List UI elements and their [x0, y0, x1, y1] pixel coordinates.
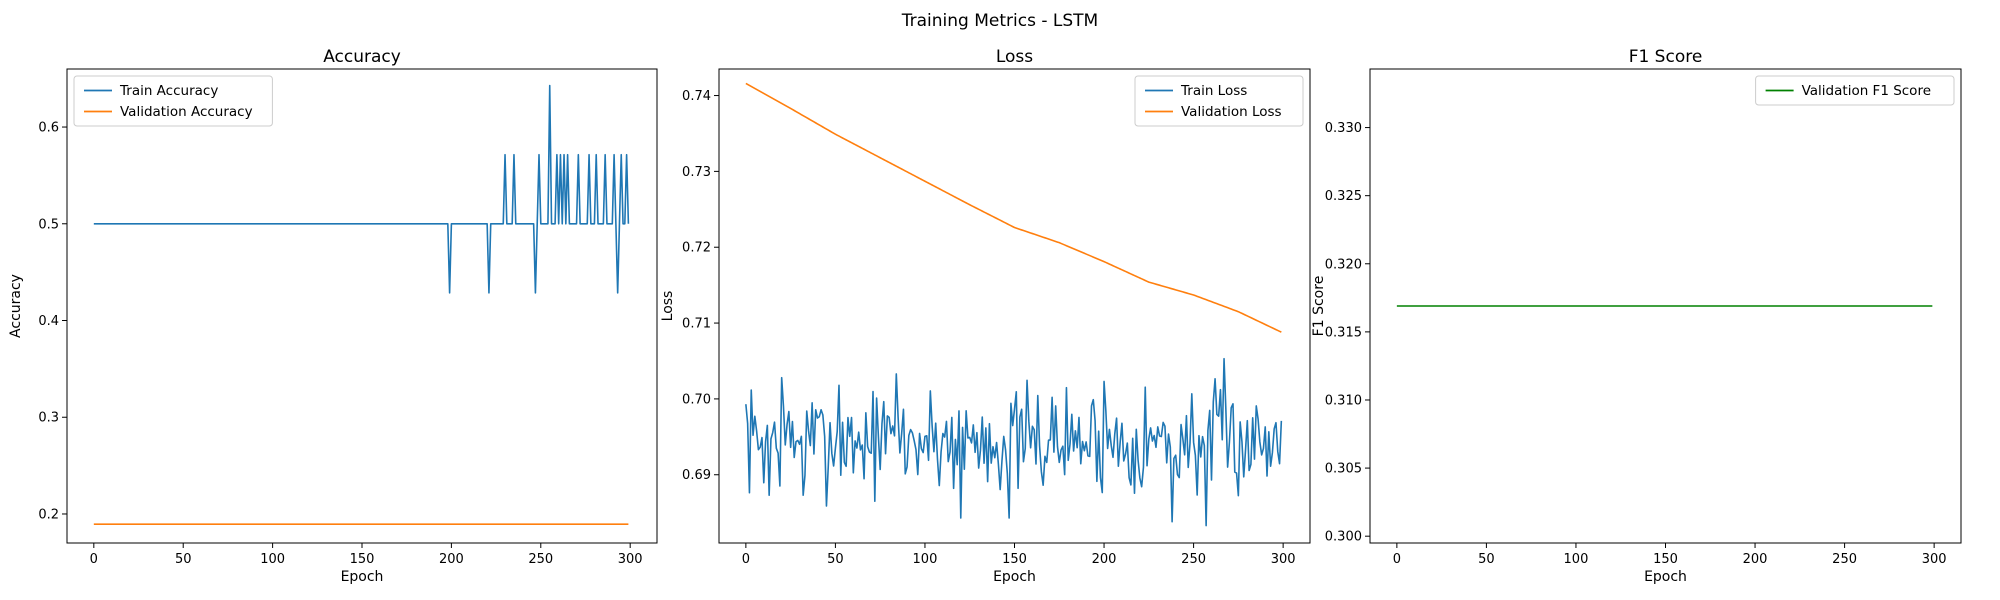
accuracy-legend-box	[73, 75, 273, 127]
accuracy-panel: Accuracy 0 50 100 150 200 250 300 0.2 0.3 0.4 0.5 0.…	[8, 47, 658, 585]
f1-score-ylabel: F1 Score	[1311, 276, 1327, 337]
loss-xlabel: Epoch	[993, 569, 1036, 585]
accuracy-xtick-label: 100	[260, 552, 285, 567]
loss-xtick-label: 250	[1181, 552, 1206, 567]
f1-score-panel: F1 Score 0 50 100 150 200 250 300 0.300 0.305 0.31…	[1311, 47, 1962, 585]
accuracy-xtick-label: 250	[528, 552, 553, 567]
f1-score-ytick-label: 0.325	[1325, 189, 1362, 204]
train-accuracy-legend-label: Train Accuracy	[119, 83, 218, 99]
f1-score-xtick-label: 0	[1393, 552, 1401, 567]
figure-suptitle: Training Metrics - LSTM	[901, 11, 1098, 31]
accuracy-xlabel: Epoch	[341, 569, 384, 585]
f1-score-xtick-label: 250	[1832, 552, 1857, 567]
accuracy-ytick-label: 0.4	[38, 314, 59, 329]
accuracy-xtick-label: 0	[90, 552, 98, 567]
f1-score-ytick-label: 0.310	[1325, 393, 1362, 408]
f1-score-xtick-label: 150	[1653, 552, 1678, 567]
f1-score-xtick-label: 300	[1922, 552, 1947, 567]
validation-loss-line	[745, 82, 1282, 333]
accuracy-title: Accuracy	[323, 47, 401, 67]
loss-ytick-label: 0.71	[682, 317, 711, 332]
train-loss-line	[745, 357, 1283, 527]
loss-axes-frame	[718, 68, 1311, 544]
accuracy-xtick-label: 200	[439, 552, 464, 567]
loss-ytick-label: 0.74	[682, 89, 711, 104]
loss-ytick-label: 0.69	[682, 468, 711, 483]
loss-legend: Train Loss Validation Loss	[1134, 75, 1304, 127]
loss-title: Loss	[996, 47, 1033, 67]
accuracy-axes-frame	[66, 68, 658, 544]
accuracy-ytick-label: 0.2	[38, 507, 59, 522]
accuracy-ylabel: Accuracy	[8, 274, 24, 338]
loss-xtick-label: 300	[1271, 552, 1296, 567]
loss-xtick-label: 150	[1002, 552, 1027, 567]
loss-xtick-label: 50	[827, 552, 844, 567]
train-accuracy-line	[93, 84, 630, 294]
f1-score-ytick-label: 0.320	[1325, 257, 1362, 272]
f1-score-title: F1 Score	[1629, 47, 1703, 67]
f1-score-xtick-label: 100	[1564, 552, 1589, 567]
accuracy-ytick-label: 0.6	[38, 121, 59, 136]
f1-score-ytick-label: 0.315	[1325, 325, 1362, 340]
loss-legend-box	[1134, 75, 1304, 127]
loss-xtick-label: 100	[913, 552, 938, 567]
loss-xtick-label: 200	[1092, 552, 1117, 567]
f1-score-axes-frame	[1369, 68, 1962, 544]
loss-ylabel: Loss	[660, 291, 676, 322]
f1-score-xtick-label: 50	[1478, 552, 1495, 567]
accuracy-xtick-label: 150	[350, 552, 375, 567]
validation-accuracy-legend-label: Validation Accuracy	[120, 104, 253, 120]
validation-loss-legend-label: Validation Loss	[1181, 104, 1282, 120]
loss-panel: Loss 0 50 100 150 200 250 300 0.69 0.70 0.71 0.72 0.…	[660, 47, 1311, 585]
f1-score-xlabel: Epoch	[1644, 569, 1687, 585]
f1-score-legend-box	[1755, 75, 1955, 106]
f1-score-ytick-label: 0.330	[1325, 121, 1362, 136]
accuracy-xtick-label: 50	[175, 552, 192, 567]
accuracy-xtick-label: 300	[618, 552, 643, 567]
loss-ytick-label: 0.70	[682, 392, 711, 407]
f1-score-ytick-label: 0.300	[1325, 530, 1362, 545]
f1-score-legend: Validation F1 Score	[1755, 75, 1955, 106]
accuracy-legend: Train Accuracy Validation Accuracy	[73, 75, 273, 127]
accuracy-ytick-label: 0.5	[38, 217, 59, 232]
validation-f1-score-legend-label: Validation F1 Score	[1802, 83, 1931, 99]
loss-ytick-label: 0.73	[682, 165, 711, 180]
train-loss-legend-label: Train Loss	[1180, 83, 1247, 99]
accuracy-ytick-label: 0.3	[38, 411, 59, 426]
f1-score-xtick-label: 200	[1743, 552, 1768, 567]
f1-score-ytick-label: 0.305	[1325, 462, 1362, 477]
loss-xtick-label: 0	[742, 552, 750, 567]
loss-ytick-label: 0.72	[682, 241, 711, 256]
